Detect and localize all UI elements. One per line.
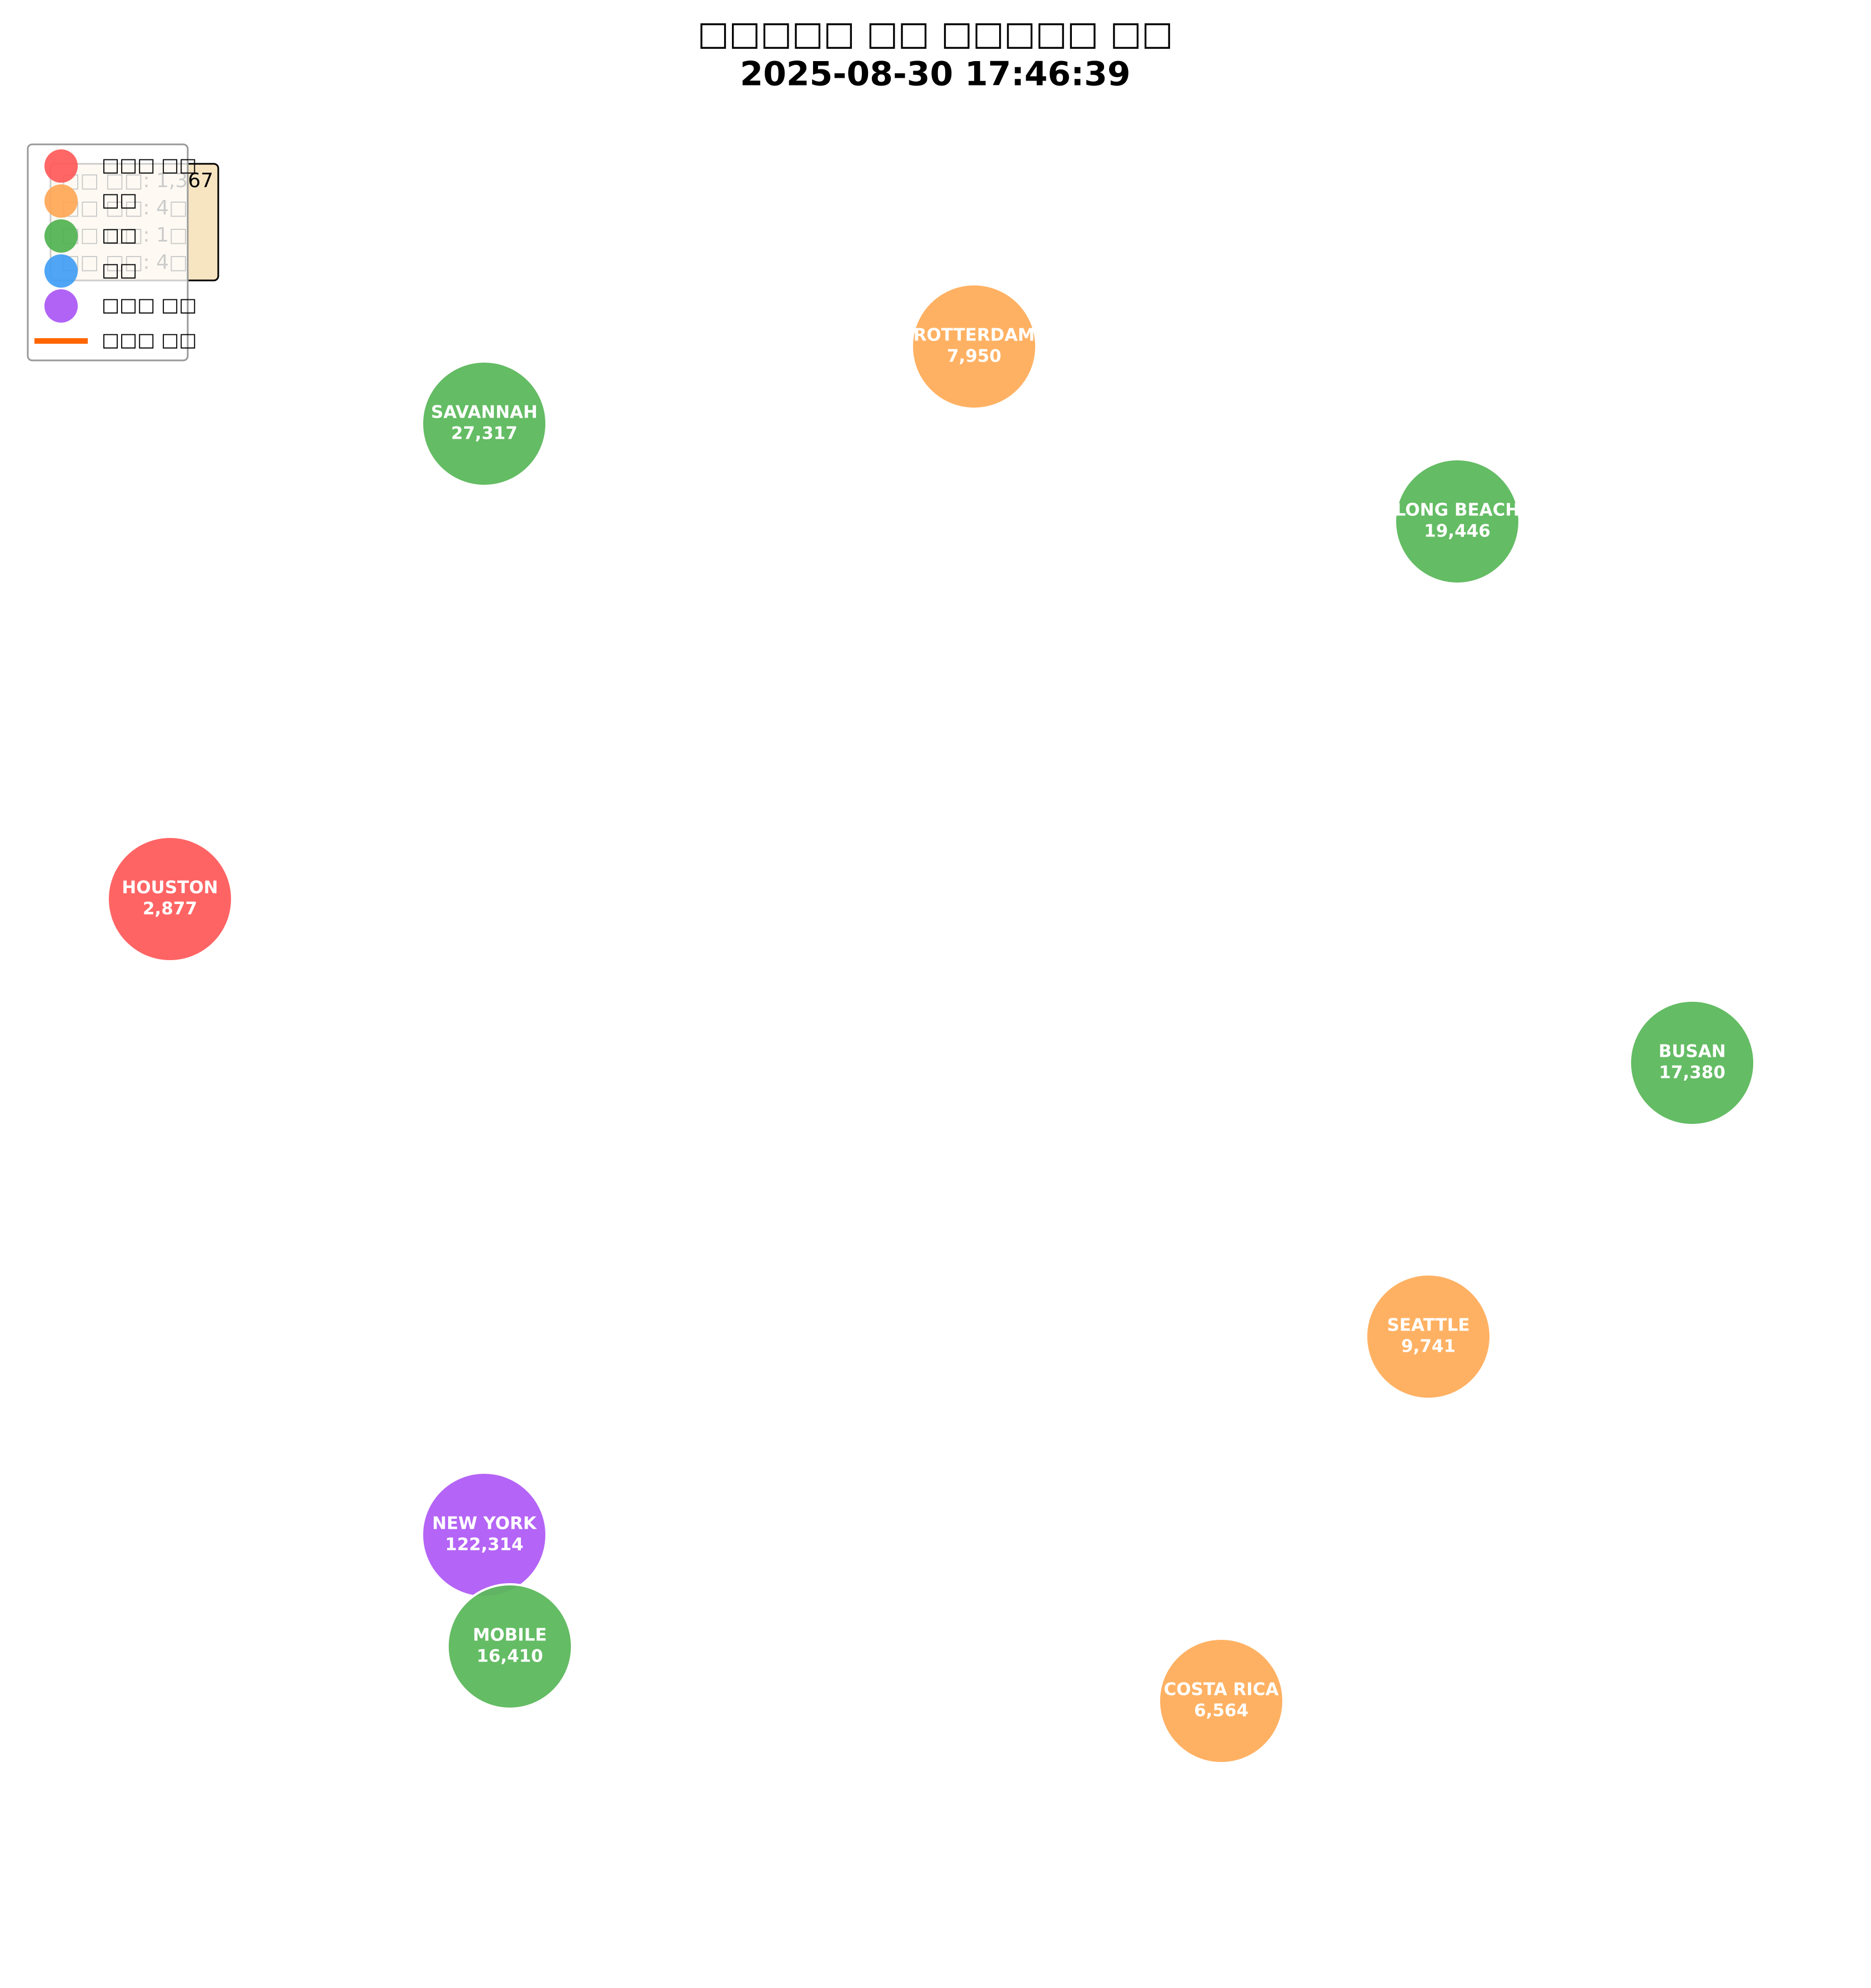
node-label: SEATTLE [1387,1316,1469,1336]
node-value: 19,446 [1424,521,1491,541]
legend-marker [44,289,78,323]
node-value: 122,314 [445,1535,523,1555]
node-value: 16,410 [476,1646,543,1666]
node-label: LONG BEACH [1395,500,1520,520]
legend-label: □□□ □□ [102,294,197,317]
legend-label: □□□ □□ [102,154,197,177]
node-label: MOBILE [473,1625,546,1645]
node-label: BUSAN [1658,1042,1725,1062]
node-value: 17,380 [1659,1063,1725,1083]
node-label: HOUSTON [122,878,218,898]
node-label: COSTA RICA [1163,1680,1278,1700]
legend-label: □□□ □□ [102,329,197,352]
node [107,836,233,962]
node [911,283,1037,410]
node-value: 9,741 [1401,1337,1456,1357]
node [1629,1000,1755,1126]
subtitle: 2025-08-30 17:46:39 [740,55,1130,94]
node-label: NEW YORK [432,1514,537,1534]
node-value: 6,564 [1194,1701,1248,1721]
node-value: 27,317 [451,424,518,444]
legend-label: □□ [102,189,137,212]
node-value: 2,877 [143,899,197,919]
node [1365,1273,1492,1400]
node [1394,458,1521,585]
title: □□□□□ □□ □□□□□ □□ [698,14,1173,53]
legend-marker [44,254,78,288]
node-label: SAVANNAH [431,403,538,423]
legend: □□□ □□ □□ □□ □□ □□□ □□ □□□ □□ [34,149,197,352]
node [447,1583,573,1710]
node [421,360,548,487]
node-label: ROTTERDAM [914,325,1035,345]
legend-marker [44,219,78,253]
node-value: 7,950 [947,347,1001,367]
node [1158,1638,1285,1764]
legend-label: □□ [102,259,137,282]
legend-marker [44,149,78,183]
legend-marker [44,184,78,218]
legend-label: □□ [102,224,137,247]
